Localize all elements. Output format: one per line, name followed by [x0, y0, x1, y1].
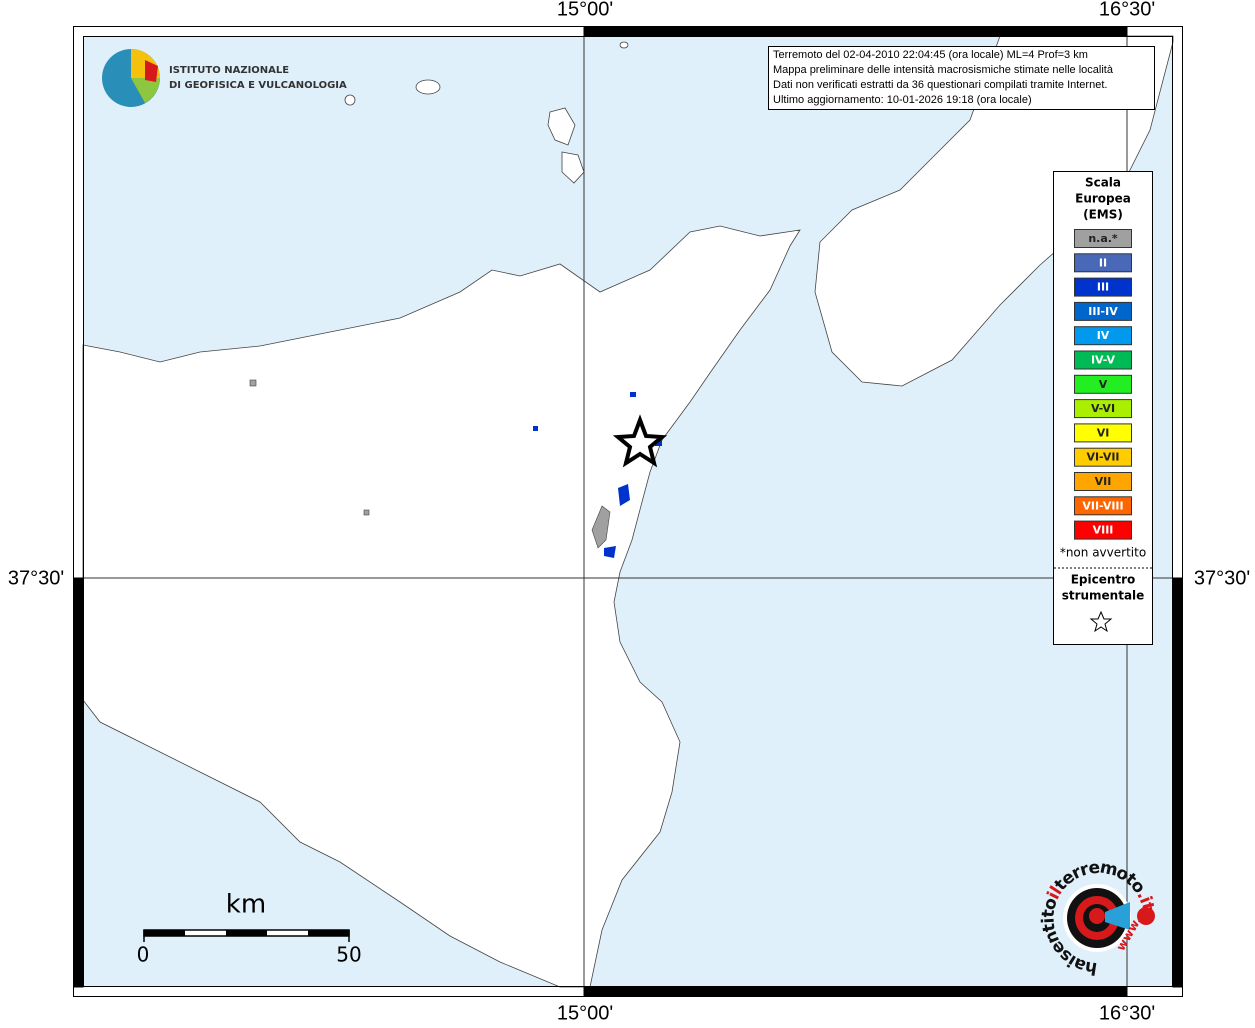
info-line: Mappa preliminare delle intensità macros… — [773, 64, 1114, 76]
legend-swatch — [1074, 350, 1132, 370]
legend-title: (EMS) — [1083, 208, 1123, 222]
legend-label: III-IV — [1088, 305, 1118, 318]
legend-label: VI — [1097, 426, 1110, 439]
legend-swatch — [1074, 472, 1132, 491]
legend-label: VIII — [1093, 524, 1114, 537]
lat-label: 37°30' — [8, 567, 64, 589]
island — [561, 151, 585, 184]
logo-text: DI GEOFISICA E VULCANOLOGIA — [169, 80, 347, 91]
legend-star — [1089, 610, 1113, 633]
legend-epicenter: Epicentro — [1071, 573, 1136, 587]
legend-title: Scala — [1085, 176, 1121, 190]
legend-label: III — [1097, 281, 1109, 294]
legend-swatch — [1074, 423, 1132, 443]
sicily — [82, 225, 801, 988]
legend-title: Europea — [1075, 192, 1131, 206]
lon-label: 16°30' — [1099, 1002, 1155, 1024]
localities — [249, 379, 662, 558]
legend-label: IV-V — [1091, 354, 1116, 367]
legend-label: VII — [1095, 475, 1112, 488]
legend-label: II — [1099, 256, 1107, 269]
frame — [73, 26, 1183, 997]
lon-label: 15°00' — [557, 0, 613, 20]
info-box — [768, 46, 1155, 110]
island — [415, 79, 441, 95]
legend-swatch — [1074, 374, 1132, 394]
lon-label: 16°30' — [1099, 0, 1155, 20]
legend-swatch — [1074, 229, 1132, 248]
scale-label: 0 — [137, 943, 150, 967]
calabria — [814, 35, 1174, 387]
scale-bar: km 0 50 — [137, 890, 362, 967]
legend-swatch — [1074, 496, 1132, 516]
lat-label: 37°30' — [1194, 567, 1250, 589]
ingv-logo: ISTITUTO NAZIONALE DI GEOFISICA E VULCAN… — [102, 49, 347, 107]
legend-epicenter: strumentale — [1062, 589, 1145, 603]
legend-label: V-VI — [1091, 402, 1115, 415]
legend-swatch — [1074, 277, 1132, 297]
legend: Scala Europea (EMS) *non avvertito Epice… — [1053, 171, 1153, 645]
epicenter — [612, 414, 668, 468]
logo-text: ISTITUTO NAZIONALE — [169, 65, 289, 76]
legend-note: *non avvertito — [1060, 546, 1146, 560]
legend-swatch — [1074, 447, 1132, 467]
scale-unit: km — [226, 890, 266, 920]
legend-swatch — [1074, 520, 1132, 540]
legend-label: V — [1099, 378, 1108, 391]
island — [619, 41, 629, 49]
legend-swatch — [1074, 301, 1132, 321]
legend-label: VI-VII — [1086, 451, 1119, 464]
legend-label: IV — [1097, 329, 1110, 342]
legend-swatch — [1074, 326, 1132, 346]
lon-label: 15°00' — [557, 1002, 613, 1024]
info-line: Terremoto del 02-04-2010 22:04:45 (ora l… — [773, 49, 1088, 61]
island — [344, 94, 356, 106]
legend-swatch — [1074, 253, 1132, 273]
legend-label: n.a.* — [1088, 232, 1118, 245]
scale-label: 50 — [336, 943, 361, 967]
legend-swatch — [1074, 399, 1132, 419]
island — [547, 107, 576, 146]
info-line: Ultimo aggiornamento: 10-01-2026 19:18 (… — [773, 94, 1032, 106]
info-line: Dati non verificati estratti da 36 quest… — [773, 79, 1107, 91]
legend-label: VII-VIII — [1082, 499, 1123, 512]
